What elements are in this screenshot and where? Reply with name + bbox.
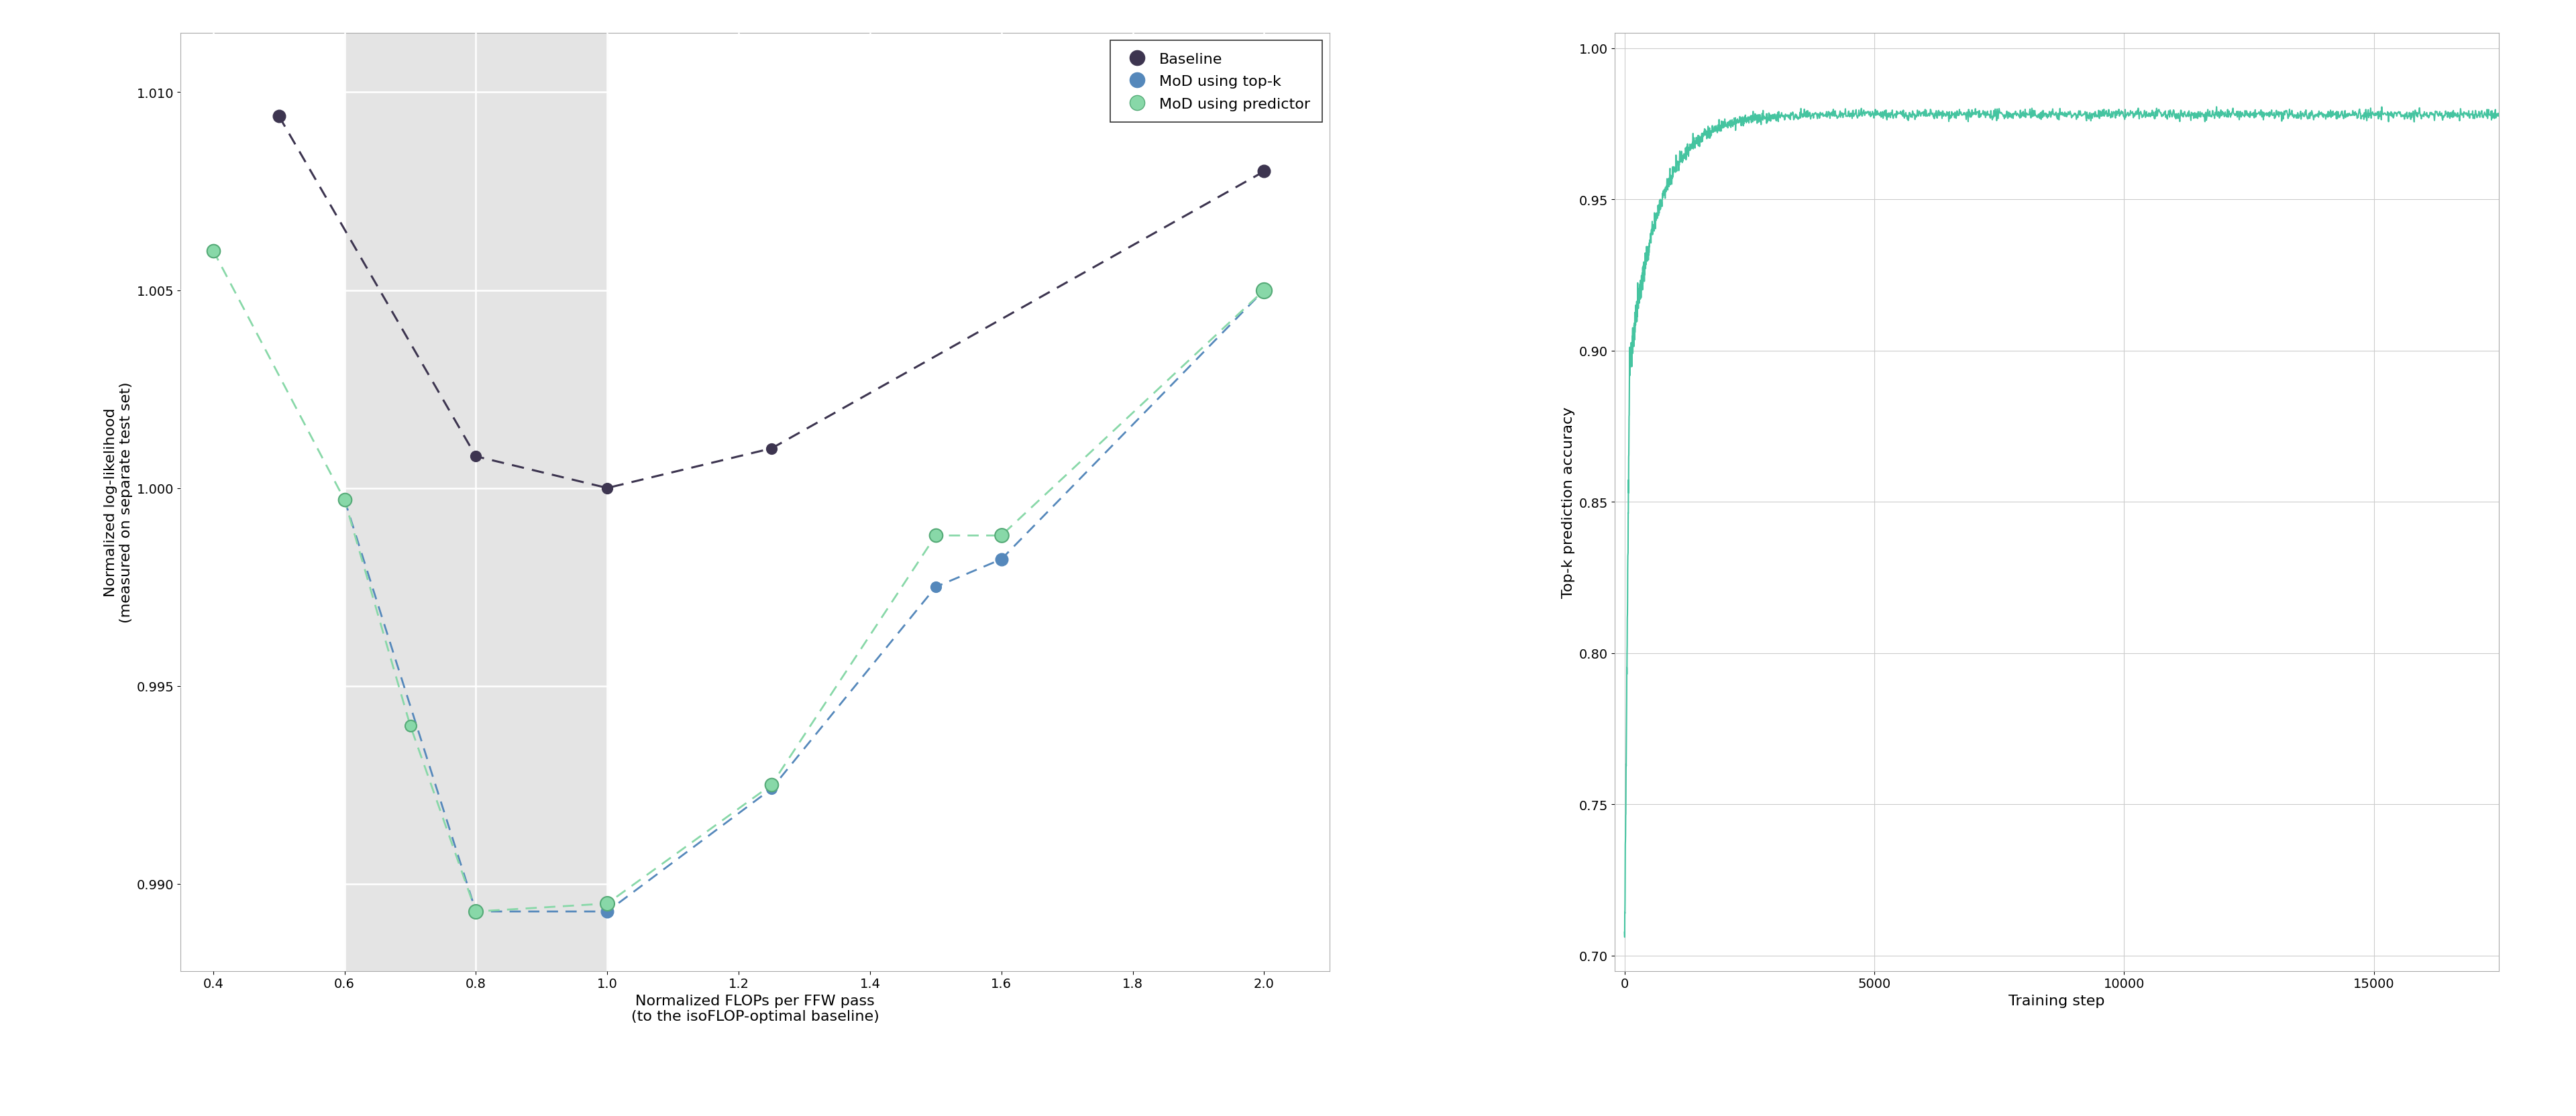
- Y-axis label: Top-k prediction accuracy: Top-k prediction accuracy: [1561, 406, 1574, 598]
- Bar: [345, 33, 608, 971]
- X-axis label: Training step: Training step: [2009, 994, 2105, 1008]
- Point: [750, 776, 791, 793]
- Point: [1244, 281, 1285, 299]
- X-axis label: Normalized FLOPs per FFW pass
(to the isoFLOP-optimal baseline): Normalized FLOPs per FFW pass (to the is…: [631, 994, 878, 1023]
- Point: [587, 480, 629, 498]
- Point: [981, 527, 1023, 545]
- Point: [914, 578, 956, 596]
- Point: [914, 527, 956, 545]
- Point: [389, 716, 430, 734]
- Point: [258, 107, 299, 125]
- Y-axis label: Normalized log-likelihood
(measured on separate test set): Normalized log-likelihood (measured on s…: [103, 382, 134, 623]
- Point: [1244, 163, 1285, 181]
- Point: [1244, 281, 1285, 299]
- Point: [456, 903, 497, 921]
- Point: [981, 550, 1023, 568]
- Point: [456, 903, 497, 921]
- Point: [456, 448, 497, 465]
- Point: [750, 440, 791, 458]
- Point: [750, 780, 791, 798]
- Point: [325, 491, 366, 509]
- Legend: Baseline, MoD using top-k, MoD using predictor: Baseline, MoD using top-k, MoD using pre…: [1110, 41, 1321, 123]
- Point: [587, 903, 629, 921]
- Point: [193, 242, 234, 260]
- Point: [587, 895, 629, 913]
- Point: [325, 491, 366, 509]
